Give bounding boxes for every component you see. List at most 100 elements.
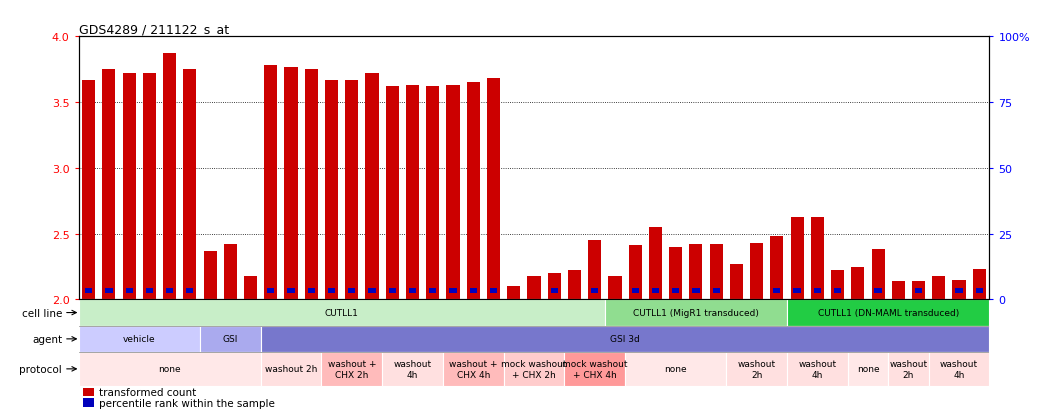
Text: agent: agent — [32, 334, 62, 344]
Bar — [912, 281, 926, 300]
Bar — [385, 87, 399, 300]
Bar — [848, 352, 888, 386]
Bar — [771, 237, 783, 300]
Bar — [810, 217, 824, 300]
Bar — [142, 74, 156, 300]
Bar — [244, 276, 258, 300]
Bar — [794, 288, 801, 293]
Bar — [429, 288, 437, 293]
Bar — [449, 288, 456, 293]
Bar — [713, 288, 719, 293]
Bar — [203, 251, 217, 300]
Bar — [649, 228, 662, 300]
Bar — [652, 288, 659, 293]
Bar — [567, 271, 581, 300]
Bar — [200, 326, 261, 352]
Text: CUTLL1 (DN-MAML transduced): CUTLL1 (DN-MAML transduced) — [818, 309, 959, 317]
Bar — [146, 288, 153, 293]
Text: washout
2h: washout 2h — [737, 359, 776, 379]
Bar — [321, 352, 382, 386]
Bar — [915, 288, 922, 293]
Text: mock washout
+ CHX 4h: mock washout + CHX 4h — [562, 359, 627, 379]
Text: washout +
CHX 2h: washout + CHX 2h — [328, 359, 376, 379]
Bar — [183, 70, 197, 300]
Text: transformed count: transformed count — [98, 387, 196, 397]
Bar — [126, 288, 133, 293]
Bar — [346, 81, 358, 300]
Text: washout +
CHX 4h: washout + CHX 4h — [449, 359, 497, 379]
Bar — [750, 243, 763, 300]
Bar — [308, 288, 315, 293]
Bar — [625, 352, 727, 386]
Bar — [85, 288, 92, 293]
Bar — [487, 79, 500, 300]
Bar — [727, 352, 787, 386]
Bar — [83, 388, 94, 396]
Bar — [871, 250, 885, 300]
Bar — [106, 288, 112, 293]
Bar — [730, 264, 743, 300]
Bar — [224, 244, 237, 300]
Bar — [409, 288, 416, 293]
Text: CUTLL1: CUTLL1 — [325, 309, 359, 317]
Bar — [551, 288, 558, 293]
Bar — [369, 288, 376, 293]
Bar — [692, 288, 699, 293]
Bar — [787, 300, 989, 326]
Bar — [467, 83, 480, 300]
Text: mock washout
+ CHX 2h: mock washout + CHX 2h — [502, 359, 566, 379]
Bar — [382, 352, 443, 386]
Bar — [79, 300, 605, 326]
Bar — [874, 288, 882, 293]
Text: none: none — [856, 365, 879, 373]
Text: washout
4h: washout 4h — [940, 359, 978, 379]
Bar — [470, 288, 476, 293]
Bar — [929, 352, 989, 386]
Bar — [834, 288, 841, 293]
Bar — [365, 74, 379, 300]
Bar — [631, 288, 639, 293]
Bar — [490, 288, 497, 293]
Bar — [787, 352, 848, 386]
Bar — [264, 66, 277, 300]
Bar — [548, 273, 561, 300]
Bar — [628, 246, 642, 300]
Text: none: none — [665, 365, 687, 373]
Bar — [932, 276, 945, 300]
Bar — [774, 288, 780, 293]
Text: washout 2h: washout 2h — [265, 365, 317, 373]
Bar — [328, 288, 335, 293]
Bar — [956, 288, 962, 293]
Bar — [79, 352, 261, 386]
Text: CUTLL1 (MigR1 transduced): CUTLL1 (MigR1 transduced) — [633, 309, 759, 317]
Text: percentile rank within the sample: percentile rank within the sample — [98, 398, 274, 408]
Bar — [267, 288, 274, 293]
Bar — [406, 86, 419, 300]
Text: GSI: GSI — [223, 335, 238, 344]
Text: none: none — [158, 365, 181, 373]
Text: washout
4h: washout 4h — [394, 359, 431, 379]
Bar — [79, 326, 200, 352]
Bar — [710, 244, 722, 300]
Bar — [588, 241, 601, 300]
Bar — [261, 352, 321, 386]
Bar — [446, 86, 460, 300]
Bar — [851, 267, 865, 300]
Bar — [261, 326, 989, 352]
Bar — [426, 87, 440, 300]
Bar — [528, 276, 540, 300]
Bar — [166, 288, 173, 293]
Bar — [790, 217, 804, 300]
Bar — [672, 288, 680, 293]
Bar — [689, 244, 703, 300]
Text: GSI 3d: GSI 3d — [610, 335, 640, 344]
Bar — [605, 300, 787, 326]
Bar — [669, 247, 683, 300]
Bar — [888, 352, 929, 386]
Bar — [973, 269, 986, 300]
Bar — [82, 81, 95, 300]
Text: GDS4289 / 211122_s_at: GDS4289 / 211122_s_at — [79, 23, 228, 36]
Bar — [349, 288, 355, 293]
Bar — [564, 352, 625, 386]
Bar — [186, 288, 194, 293]
